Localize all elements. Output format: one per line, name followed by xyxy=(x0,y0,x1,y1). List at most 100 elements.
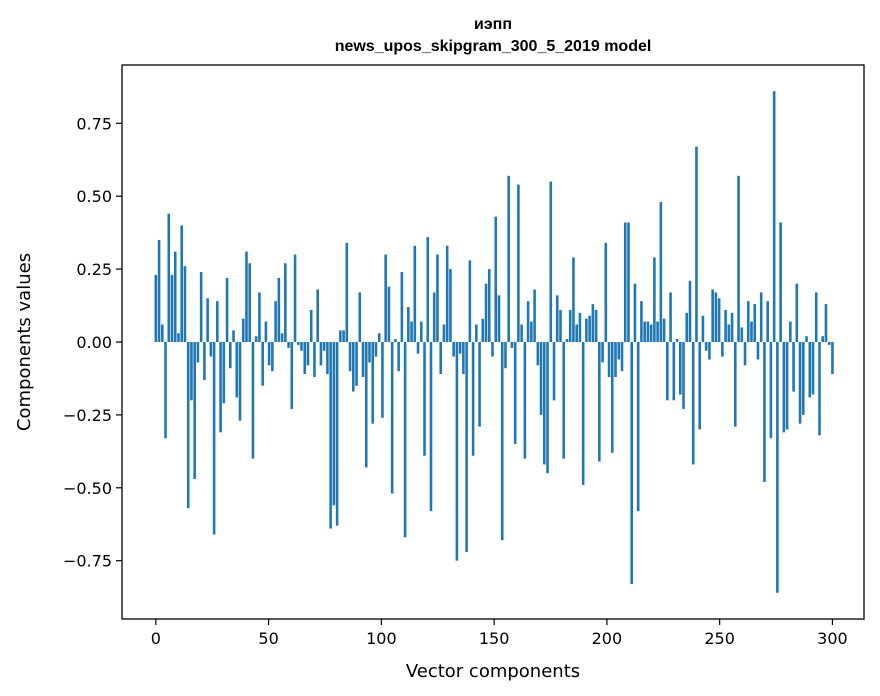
bar xyxy=(361,342,365,377)
x-axis-label: Vector components xyxy=(406,661,580,682)
bar xyxy=(785,342,789,430)
bar xyxy=(355,342,358,386)
bar xyxy=(157,239,161,342)
bar xyxy=(766,301,769,342)
bar xyxy=(575,324,578,342)
bar xyxy=(280,333,284,342)
bar xyxy=(530,321,533,342)
bar xyxy=(335,342,339,526)
bar xyxy=(594,309,598,342)
bar xyxy=(397,342,400,372)
bar xyxy=(691,342,695,465)
bar xyxy=(290,342,294,410)
bar xyxy=(384,254,387,342)
bar xyxy=(740,327,744,342)
bar xyxy=(769,342,773,439)
bar xyxy=(801,342,805,415)
y-tick-label: 0.75 xyxy=(76,114,112,133)
bar xyxy=(714,292,718,342)
bar xyxy=(782,342,786,433)
chart-title-line-2: news_upos_skipgram_300_5_2019 model xyxy=(335,38,652,55)
bar xyxy=(319,342,323,366)
bar xyxy=(264,321,268,342)
bar xyxy=(419,321,423,342)
bar xyxy=(623,222,627,342)
bar xyxy=(462,342,465,375)
bar xyxy=(245,251,248,342)
y-tick-label: −0.75 xyxy=(63,552,112,571)
bar xyxy=(254,336,258,342)
bar xyxy=(666,342,669,401)
bar xyxy=(497,295,501,342)
x-tick-label: 150 xyxy=(479,629,510,648)
bar xyxy=(585,318,588,342)
bar xyxy=(487,269,491,342)
bar xyxy=(523,342,527,459)
x-tick-label: 250 xyxy=(704,629,735,648)
bar xyxy=(789,321,792,342)
y-tick-label: 0.00 xyxy=(76,333,112,352)
bar xyxy=(792,342,795,392)
bar xyxy=(831,342,834,375)
bar xyxy=(471,342,475,456)
bar xyxy=(818,342,821,436)
bar xyxy=(186,342,190,509)
bar xyxy=(743,342,747,366)
bar xyxy=(154,274,158,342)
bar xyxy=(475,324,478,342)
bar xyxy=(381,342,384,418)
bar xyxy=(698,342,701,430)
bar xyxy=(701,315,705,342)
bar xyxy=(248,263,252,342)
bar xyxy=(546,342,549,474)
bar xyxy=(183,266,187,342)
bar xyxy=(164,342,167,439)
bar xyxy=(170,274,174,342)
bar xyxy=(287,342,290,348)
bar xyxy=(261,342,264,386)
bar xyxy=(449,269,452,342)
x-tick-label: 200 xyxy=(592,629,623,648)
bar xyxy=(598,342,601,462)
bar xyxy=(610,342,614,453)
bar xyxy=(827,342,831,345)
bar xyxy=(326,342,329,375)
bar xyxy=(177,333,180,342)
bar xyxy=(798,342,802,424)
bar xyxy=(329,342,332,529)
bar xyxy=(646,321,650,342)
bar xyxy=(555,295,559,342)
bar xyxy=(568,309,572,342)
x-tick-label: 0 xyxy=(151,629,161,648)
bar xyxy=(811,342,815,395)
bar xyxy=(688,280,692,342)
bar xyxy=(161,324,164,342)
bar xyxy=(206,298,209,342)
bar xyxy=(225,277,229,342)
bar xyxy=(478,342,481,427)
bar xyxy=(193,342,196,480)
bar xyxy=(675,339,679,342)
bar xyxy=(316,289,319,342)
chart-title-line-1: иэпп xyxy=(474,16,512,33)
bar xyxy=(423,342,426,456)
bar xyxy=(779,222,782,342)
bar xyxy=(604,242,608,342)
bar xyxy=(617,342,621,360)
bar xyxy=(300,342,303,351)
bar xyxy=(614,342,617,377)
bar xyxy=(620,342,624,372)
bar xyxy=(659,202,663,342)
bar xyxy=(180,225,184,342)
bar xyxy=(313,342,316,377)
bar xyxy=(734,342,737,427)
bar xyxy=(656,321,659,342)
bar xyxy=(358,292,362,342)
bar xyxy=(222,342,226,404)
bar xyxy=(662,318,666,342)
bar xyxy=(284,263,287,342)
bar xyxy=(504,342,507,369)
y-axis-ticks: −0.75 −0.50 −0.25 0.00 0.25 0.50 0.75 xyxy=(63,114,122,571)
bar xyxy=(468,260,472,342)
